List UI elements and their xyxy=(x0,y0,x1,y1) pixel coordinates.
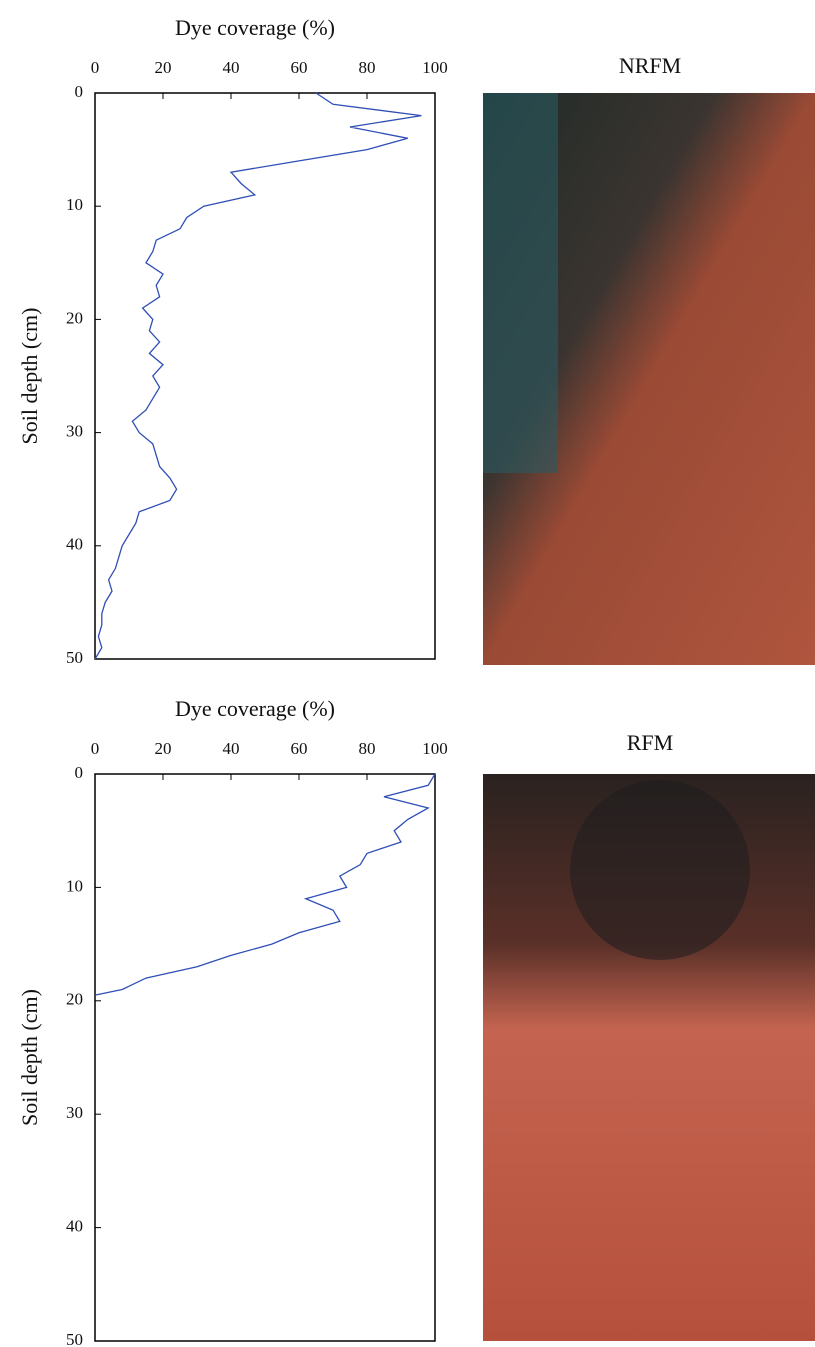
x-axis-title: Dye coverage (%) xyxy=(175,696,335,721)
x-tick-label: 80 xyxy=(359,58,376,77)
y-tick-label: 20 xyxy=(66,990,83,1009)
x-tick-label: 0 xyxy=(91,739,100,758)
x-tick-label: 60 xyxy=(291,739,308,758)
y-tick-label: 20 xyxy=(66,308,83,327)
photo-dye-region xyxy=(570,780,750,960)
photo-title: NRFM xyxy=(619,53,681,78)
page: {"chart_data": [ {"type": "line", "title… xyxy=(0,0,815,1347)
y-tick-label: 30 xyxy=(66,1103,83,1122)
data-line xyxy=(95,774,435,995)
y-tick-label: 10 xyxy=(66,195,83,214)
x-tick-label: 80 xyxy=(359,739,376,758)
y-axis-title: Soil depth (cm) xyxy=(17,308,42,445)
plot-frame xyxy=(95,774,435,1341)
plot-frame xyxy=(95,93,435,659)
x-tick-label: 40 xyxy=(223,58,240,77)
y-tick-label: 40 xyxy=(66,535,83,554)
photo-title: RFM xyxy=(627,730,673,755)
x-tick-label: 100 xyxy=(422,739,448,758)
x-tick-label: 60 xyxy=(291,58,308,77)
x-tick-label: 100 xyxy=(422,58,448,77)
photo-dye-region xyxy=(483,93,558,473)
figure: 02040608010001020304050Dye coverage (%)S… xyxy=(0,0,815,1347)
x-axis-title: Dye coverage (%) xyxy=(175,15,335,40)
y-tick-label: 50 xyxy=(66,648,83,667)
x-tick-label: 0 xyxy=(91,58,100,77)
x-tick-label: 40 xyxy=(223,739,240,758)
y-tick-label: 30 xyxy=(66,422,83,441)
x-tick-label: 20 xyxy=(155,58,172,77)
y-axis-title: Soil depth (cm) xyxy=(17,989,42,1126)
data-line xyxy=(95,93,421,659)
y-tick-label: 10 xyxy=(66,876,83,895)
y-tick-label: 0 xyxy=(75,82,84,101)
x-tick-label: 20 xyxy=(155,739,172,758)
y-tick-label: 40 xyxy=(66,1217,83,1236)
y-tick-label: 0 xyxy=(75,763,84,782)
y-tick-label: 50 xyxy=(66,1330,83,1347)
